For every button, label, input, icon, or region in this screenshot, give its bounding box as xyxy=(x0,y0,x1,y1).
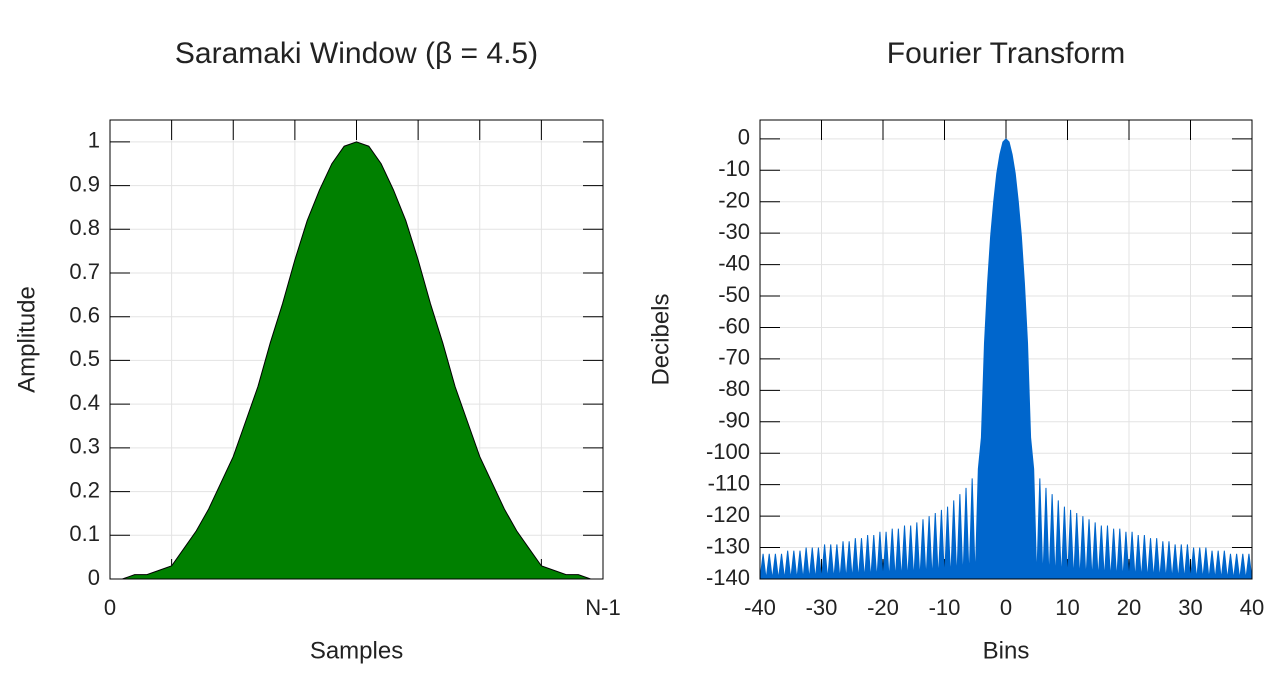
y-tick-label: 0.2 xyxy=(69,477,100,502)
x-tick-label: -20 xyxy=(867,595,899,620)
y-tick-label: 0.7 xyxy=(69,259,100,284)
x-tick-label: 20 xyxy=(1117,595,1141,620)
x-tick-label: 40 xyxy=(1240,595,1264,620)
x-tick-label: -10 xyxy=(929,595,961,620)
area xyxy=(110,141,603,580)
x-tick-label: 10 xyxy=(1055,595,1079,620)
x-tick-label: 30 xyxy=(1178,595,1202,620)
x-tick-label: -40 xyxy=(744,595,776,620)
plot-frame xyxy=(759,119,1253,580)
y-tick-label: 0 xyxy=(738,125,750,150)
y-tick-label: -140 xyxy=(706,565,750,590)
y-tick-label: -100 xyxy=(706,439,750,464)
y-tick-label: -90 xyxy=(718,408,750,433)
y-tick-label: -30 xyxy=(718,219,750,244)
y-tick-label: -120 xyxy=(706,502,750,527)
y-tick-label: -80 xyxy=(718,376,750,401)
y-tick-label: 0.3 xyxy=(69,434,100,459)
y-tick-label: -70 xyxy=(718,345,750,370)
y-tick-label: 0.8 xyxy=(69,215,100,240)
plot-frame xyxy=(109,119,604,580)
x-axis-label: Bins xyxy=(983,637,1030,664)
x-tick-label: N-1 xyxy=(585,595,620,620)
y-tick-label: -10 xyxy=(718,156,750,181)
x-tick-label: 0 xyxy=(104,595,116,620)
x-tick-label: 0 xyxy=(1000,595,1012,620)
y-tick-label: 0.5 xyxy=(69,346,100,371)
y-tick-label: 0.1 xyxy=(69,521,100,546)
y-axis-label: Amplitude xyxy=(13,286,40,393)
area xyxy=(759,138,1253,580)
y-tick-label: -20 xyxy=(718,188,750,213)
y-tick-label: 0.4 xyxy=(69,390,100,415)
y-tick-label: -60 xyxy=(718,313,750,338)
y-tick-label: 0.6 xyxy=(69,303,100,328)
y-axis-label: Decibels xyxy=(647,293,674,385)
y-tick-label: 0 xyxy=(88,565,100,590)
y-tick-label: 0.9 xyxy=(69,171,100,196)
chart-title: Fourier Transform xyxy=(887,37,1125,70)
x-tick-label: -30 xyxy=(806,595,838,620)
y-tick-label: -50 xyxy=(718,282,750,307)
x-axis-label: Samples xyxy=(310,637,403,664)
y-tick-label: -40 xyxy=(718,250,750,275)
chart-title: Saramaki Window (β = 4.5) xyxy=(175,37,538,70)
y-tick-label: -130 xyxy=(706,533,750,558)
y-tick-label: 1 xyxy=(88,128,100,153)
y-tick-label: -110 xyxy=(708,470,750,495)
